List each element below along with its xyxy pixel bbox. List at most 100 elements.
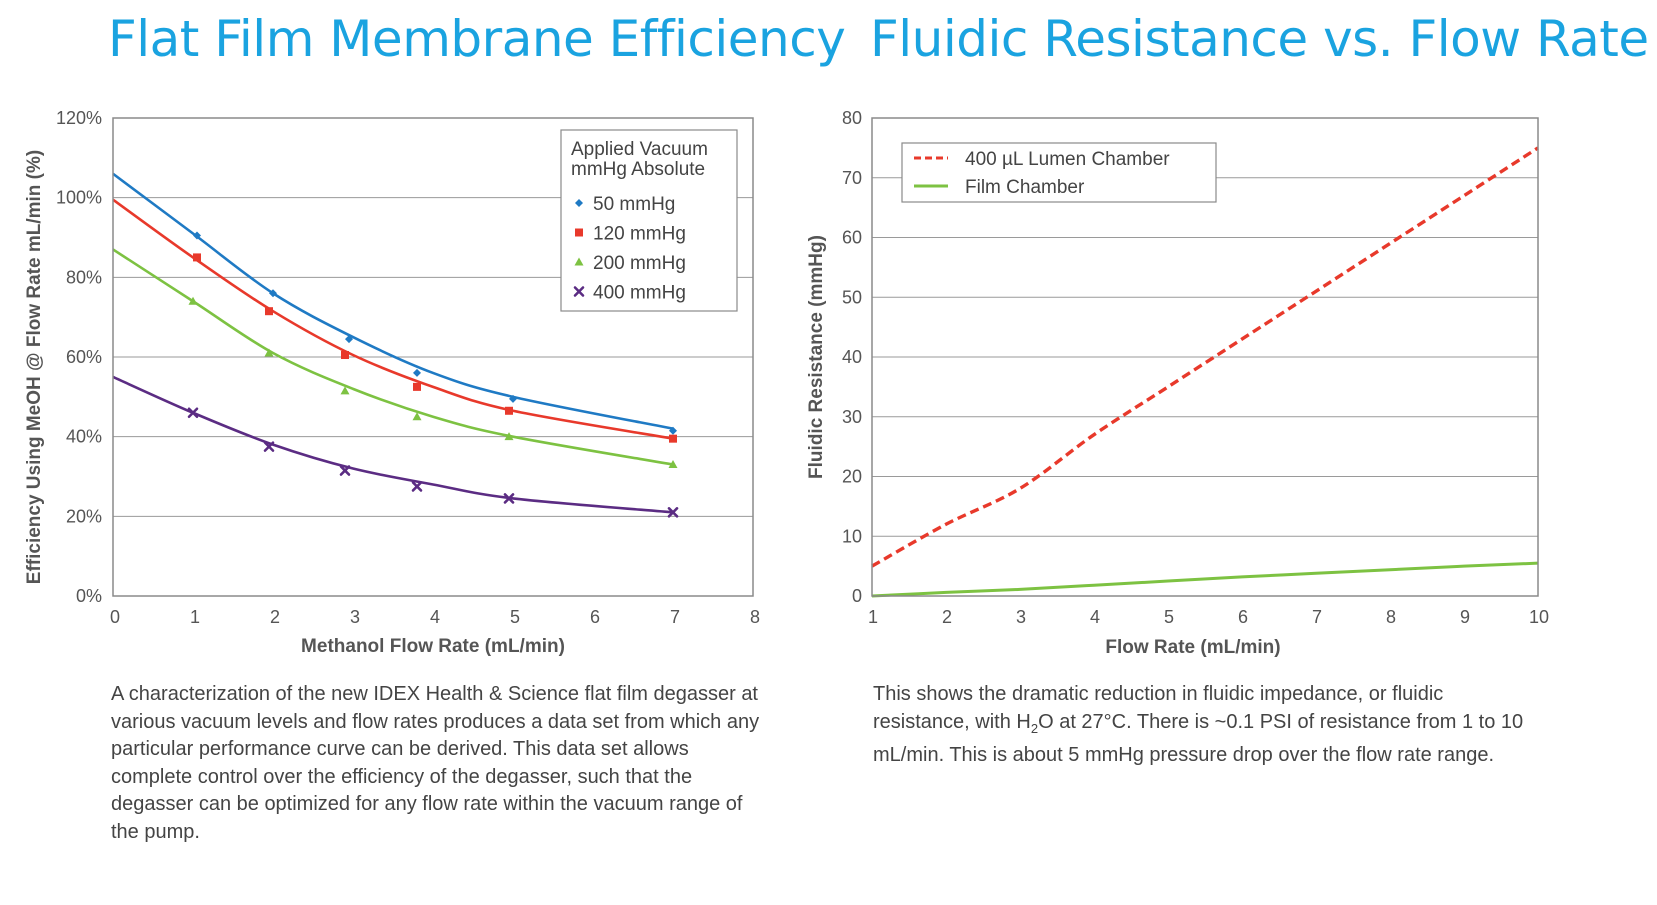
efficiency-x-tick-label: 1 <box>190 607 200 627</box>
resistance-y-tick-label: 50 <box>842 287 862 307</box>
resistance-legend-box <box>901 142 1217 203</box>
efficiency-x-tick-label: 2 <box>270 607 280 627</box>
efficiency-caption: A characterization of the new IDEX Healt… <box>111 683 760 843</box>
resistance-x-tick-label: 2 <box>942 607 952 627</box>
efficiency-x-ticks: 0 1 2 3 4 5 6 7 8 <box>110 607 760 627</box>
resistance-y-tick-label: 10 <box>842 526 862 546</box>
trendline-50-mmhg <box>112 172 674 430</box>
data-point-200-mmhg <box>188 296 198 305</box>
efficiency-x-tick-label: 5 <box>510 607 520 627</box>
data-point-120-mmhg <box>341 351 349 360</box>
resistance-x-tick-label: 1 <box>868 607 878 627</box>
legend-label-film-chamber: Film Chamber <box>965 177 1085 198</box>
resistance-y-tick-label: 60 <box>842 228 862 248</box>
resistance-caption-part2: O at 27°C. There is ~0.1 PSI of resistan… <box>873 710 1524 767</box>
data-point-50-mmhg <box>669 426 677 435</box>
resistance-x-tick-label: 6 <box>1238 607 1248 627</box>
legend-marker-200-mmhg <box>574 257 584 266</box>
resistance-y-tick-label: 80 <box>842 108 862 128</box>
data-point-400-mmhg <box>263 441 275 452</box>
efficiency-legend-title-line1: Applied Vacuum <box>571 139 708 160</box>
resistance-legend-items: 400 µL Lumen Chamber Film Chamber <box>914 149 1170 198</box>
data-point-120-mmhg <box>669 434 677 443</box>
efficiency-legend-box <box>560 129 738 312</box>
data-point-50-mmhg <box>413 368 421 377</box>
resistance-caption: This shows the dramatic reduction in flu… <box>873 681 1543 770</box>
data-point-200-mmhg <box>668 460 678 469</box>
series-120-mmhg <box>112 198 677 443</box>
resistance-y-tick-label: 0 <box>852 586 862 606</box>
legend-marker-120-mmhg <box>575 228 583 237</box>
efficiency-y-tick-label: 40% <box>66 427 102 447</box>
resistance-x-tick-label: 3 <box>1016 607 1026 627</box>
series-line-film-chamber <box>871 561 1539 598</box>
data-point-50-mmhg <box>509 394 517 403</box>
data-point-50-mmhg <box>345 335 353 344</box>
efficiency-chart: 0% 20% 40% 60% 80% 100% 120% 0 1 2 3 4 5 6 7 8 Methano… <box>24 108 760 657</box>
efficiency-x-tick-label: 3 <box>350 607 360 627</box>
efficiency-y-tick-label: 120% <box>56 108 102 128</box>
data-point-200-mmhg <box>264 348 274 357</box>
resistance-plot-frame <box>871 117 1539 597</box>
resistance-grid <box>872 177 1538 537</box>
efficiency-chart-title: Flat Film Membrane Efficiency <box>108 10 846 68</box>
efficiency-x-tick-label: 7 <box>670 607 680 627</box>
resistance-y-ticks: 0 10 20 30 40 50 60 70 80 <box>842 108 862 606</box>
legend-marker-50-mmhg <box>575 199 583 207</box>
data-point-120-mmhg <box>505 406 513 415</box>
resistance-x-tick-label: 7 <box>1312 607 1322 627</box>
legend-label-400-l-lumen-chamber: 400 µL Lumen Chamber <box>965 149 1170 170</box>
legend-label-200-mmhg: 200 mmHg <box>593 253 686 274</box>
data-point-400-mmhg <box>503 493 515 504</box>
efficiency-y-tick-label: 60% <box>66 347 102 367</box>
efficiency-y-tick-label: 20% <box>66 506 102 526</box>
efficiency-x-tick-label: 6 <box>590 607 600 627</box>
resistance-x-tick-label: 9 <box>1460 607 1470 627</box>
data-point-200-mmhg <box>504 432 514 441</box>
efficiency-y-tick-label: 80% <box>66 267 102 287</box>
series-200-mmhg <box>112 248 678 469</box>
resistance-x-tick-label: 8 <box>1386 607 1396 627</box>
resistance-chart-title: Fluidic Resistance vs. Flow Rate <box>870 10 1649 68</box>
resistance-x-ticks: 1 2 3 4 5 6 7 8 9 10 <box>868 607 1549 627</box>
efficiency-y-tick-label: 0% <box>76 586 102 606</box>
resistance-x-tick-label: 10 <box>1529 607 1549 627</box>
resistance-series <box>871 146 1539 598</box>
efficiency-y-tick-label: 100% <box>56 188 102 208</box>
legend-label-400-mmhg: 400 mmHg <box>593 283 686 304</box>
data-point-400-mmhg <box>667 507 679 518</box>
efficiency-y-ticks: 0% 20% 40% 60% 80% 100% 120% <box>56 108 102 606</box>
data-point-120-mmhg <box>265 307 273 316</box>
data-point-120-mmhg <box>193 253 201 262</box>
efficiency-legend-title-line2: mmHg Absolute <box>571 159 705 180</box>
resistance-x-axis-label: Flow Rate (mL/min) <box>1105 637 1280 658</box>
data-point-200-mmhg <box>412 412 422 421</box>
legend-label-120-mmhg: 120 mmHg <box>593 224 686 245</box>
data-point-400-mmhg <box>339 465 351 476</box>
efficiency-x-tick-label: 8 <box>750 607 760 627</box>
resistance-legend: 400 µL Lumen Chamber Film Chamber <box>901 142 1217 203</box>
resistance-y-tick-label: 40 <box>842 347 862 367</box>
efficiency-legend-items: 50 mmHg 120 mmHg 200 mmHg 400 mmHg <box>573 194 686 304</box>
efficiency-x-tick-label: 4 <box>430 607 440 627</box>
efficiency-plot-frame <box>112 117 754 597</box>
resistance-chart: 0 10 20 30 40 50 60 70 80 1 2 3 4 5 6 7 8 9 10 Flow Rate … <box>806 108 1549 658</box>
data-point-400-mmhg <box>411 481 423 492</box>
efficiency-x-axis-label: Methanol Flow Rate (mL/min) <box>301 636 565 657</box>
series-400-mmhg <box>112 375 679 518</box>
data-point-50-mmhg <box>269 289 277 298</box>
resistance-caption-part1: This shows the dramatic reduction in flu… <box>873 683 1444 733</box>
data-point-400-mmhg <box>187 407 199 419</box>
efficiency-series <box>112 172 679 518</box>
data-point-120-mmhg <box>413 382 421 391</box>
resistance-x-tick-label: 4 <box>1090 607 1100 627</box>
data-point-200-mmhg <box>340 386 350 395</box>
resistance-y-tick-label: 20 <box>842 467 862 487</box>
resistance-y-tick-label: 70 <box>842 168 862 188</box>
resistance-caption-subscript: 2 <box>1030 720 1039 736</box>
legend-label-50-mmhg: 50 mmHg <box>593 194 675 215</box>
efficiency-x-tick-label: 0 <box>110 607 120 627</box>
resistance-y-tick-label: 30 <box>842 407 862 427</box>
efficiency-legend: Applied Vacuum mmHg Absolute 50 mmHg 120 … <box>560 129 738 312</box>
series-50-mmhg <box>112 172 677 435</box>
